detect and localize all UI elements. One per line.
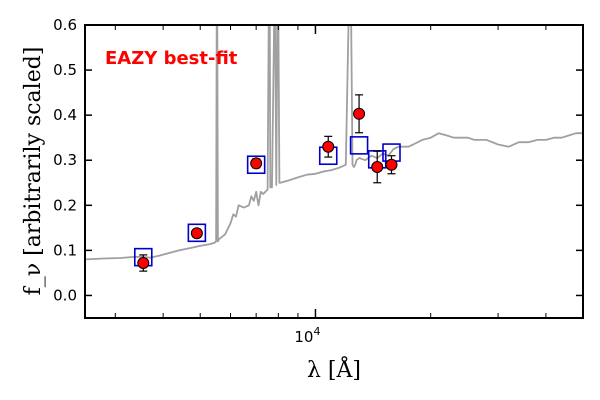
- data-point: [385, 158, 398, 171]
- y-tick-label: 0.1: [53, 241, 77, 259]
- observed-photometry-points: [137, 107, 398, 270]
- y-tick-label: 0.5: [53, 61, 77, 79]
- x-tick-label: 104: [294, 325, 320, 346]
- y-tick-label: 0.2: [53, 196, 77, 214]
- y-tick-label: 0.3: [53, 151, 77, 169]
- y-tick-label: 0.0: [53, 286, 77, 304]
- data-point: [353, 107, 366, 120]
- data-point: [322, 140, 335, 153]
- model-square: [187, 223, 207, 243]
- y-tick-label: 0.4: [53, 106, 77, 124]
- annotation-label: EAZY best-fit: [105, 48, 238, 69]
- plot-frame: [84, 24, 584, 319]
- model-square: [349, 136, 369, 155]
- best-fit-spectrum: [85, 25, 583, 261]
- y-axis-title: f_ν [arbitrarily scaled]: [21, 47, 46, 296]
- data-point: [190, 227, 203, 240]
- data-point: [250, 157, 263, 170]
- data-point: [137, 257, 150, 270]
- data-point: [371, 160, 384, 173]
- spectrum-line: [85, 25, 583, 261]
- x-axis-title: λ [Å]: [307, 355, 361, 383]
- model-square: [246, 155, 266, 175]
- y-tick-label: 0.6: [53, 16, 77, 34]
